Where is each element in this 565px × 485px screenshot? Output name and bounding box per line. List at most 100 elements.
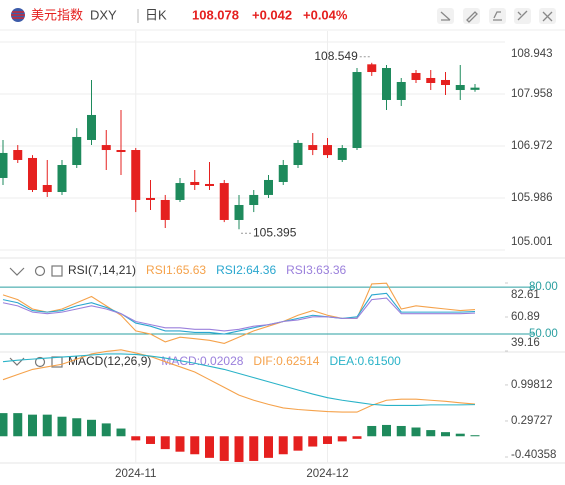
candle-body — [426, 77, 436, 83]
histogram-bar — [131, 436, 141, 441]
histogram-bar — [249, 436, 259, 461]
y-tick-label: 105.001 — [511, 236, 553, 248]
histogram-bar — [42, 414, 52, 437]
histogram-bar — [13, 413, 23, 437]
histogram-bar — [323, 436, 332, 444]
panel-title: MACD(12,26,9) — [68, 354, 151, 368]
x-tick-label: 2024-11 — [115, 468, 156, 480]
histogram-bar — [116, 428, 126, 437]
histogram-bar — [57, 416, 67, 437]
candle-body — [219, 183, 229, 220]
tool-icon[interactable] — [514, 8, 531, 24]
x-tick-label: 2024-12 — [306, 468, 348, 480]
candle-body — [160, 199, 170, 220]
period[interactable]: 日K — [145, 7, 167, 22]
candle-body — [87, 114, 96, 140]
candle-body — [396, 81, 406, 100]
reference-label: 50.00 — [529, 328, 558, 340]
y-tick-label: 105.986 — [511, 192, 553, 204]
histogram-bar — [234, 436, 244, 462]
legend-entry: RSI1:65.63 — [146, 263, 206, 277]
histogram-bar — [190, 436, 200, 455]
series-line — [2, 292, 476, 335]
candle-body — [367, 64, 377, 73]
change: +0.042 — [252, 7, 292, 22]
candle-body — [42, 184, 52, 193]
candle-body — [278, 164, 288, 182]
candle-body — [455, 85, 465, 91]
histogram-bar — [72, 418, 82, 437]
histogram-bar — [352, 436, 362, 439]
histogram-bar — [470, 435, 480, 437]
histogram-bar — [441, 432, 450, 437]
legend-entry: MACD:0.02028 — [161, 354, 243, 368]
y-tick-label: 82.61 — [511, 289, 540, 301]
candle-body — [249, 194, 259, 205]
candle-body — [72, 136, 82, 165]
eye-icon[interactable] — [9, 357, 25, 366]
histogram-bar — [205, 436, 214, 458]
candle-body — [0, 152, 8, 178]
y-tick-label: 0.29727 — [511, 415, 553, 427]
candle-body — [101, 145, 111, 151]
annotation: 108.549 — [314, 49, 358, 63]
y-tick-label: 0.99812 — [511, 379, 553, 391]
candle-body — [28, 157, 37, 191]
y-tick-label: 106.972 — [511, 140, 553, 152]
legend-entry: DIF:0.62514 — [253, 354, 319, 368]
histogram-bar — [264, 436, 273, 458]
series-line — [2, 349, 476, 413]
candle-body — [175, 183, 185, 200]
candle-body — [352, 72, 362, 149]
histogram-bar — [337, 436, 347, 442]
histogram-bar — [28, 414, 37, 437]
eye-icon[interactable] — [9, 267, 25, 276]
candle-body — [57, 164, 67, 193]
candle-body — [411, 72, 421, 80]
gear-icon[interactable] — [34, 265, 46, 277]
tool-icon[interactable] — [489, 8, 506, 24]
y-tick-label: 60.89 — [511, 311, 540, 323]
candle-body — [190, 181, 200, 185]
y-tick-label: -0.40358 — [511, 449, 556, 461]
change-pct: +0.04% — [303, 7, 348, 22]
histogram-bar — [382, 424, 391, 437]
histogram-bar — [293, 436, 303, 451]
candle-body — [441, 79, 450, 86]
histogram-bar — [146, 436, 155, 444]
panel-title: RSI(7,14,21) — [68, 263, 136, 277]
annotation: 105.395 — [253, 225, 297, 239]
histogram-bar — [411, 427, 421, 437]
lock-icon[interactable] — [51, 265, 63, 277]
tool-icon[interactable] — [437, 8, 454, 24]
legend-entry: DEA:0.61500 — [329, 354, 401, 368]
candle-body — [337, 148, 347, 160]
series-line — [2, 297, 476, 332]
y-tick-label: 39.16 — [511, 337, 540, 349]
symbol: DXY — [90, 7, 117, 22]
candle-body — [293, 142, 303, 165]
histogram-bar — [278, 436, 288, 455]
series-line — [2, 353, 476, 406]
candle-body — [205, 183, 214, 186]
tool-icon[interactable] — [463, 8, 480, 24]
candle-body — [146, 197, 155, 200]
candle-body — [131, 150, 141, 200]
histogram-bar — [396, 425, 406, 437]
candle-body — [234, 204, 244, 220]
histogram-bar — [175, 436, 185, 452]
candle-body — [13, 150, 23, 160]
histogram-bar — [101, 423, 111, 437]
candle-body — [323, 145, 332, 156]
title: 美元指数 — [31, 7, 83, 22]
candle-body — [382, 68, 391, 100]
histogram-bar — [0, 413, 8, 437]
gear-icon[interactable] — [34, 356, 46, 368]
histogram-bar — [160, 436, 170, 450]
histogram-bar — [219, 436, 229, 461]
candle-body — [308, 145, 318, 151]
reference-label: 80.00 — [529, 281, 558, 293]
y-tick-label: 108.943 — [511, 48, 553, 60]
tool-icon[interactable] — [539, 8, 556, 24]
